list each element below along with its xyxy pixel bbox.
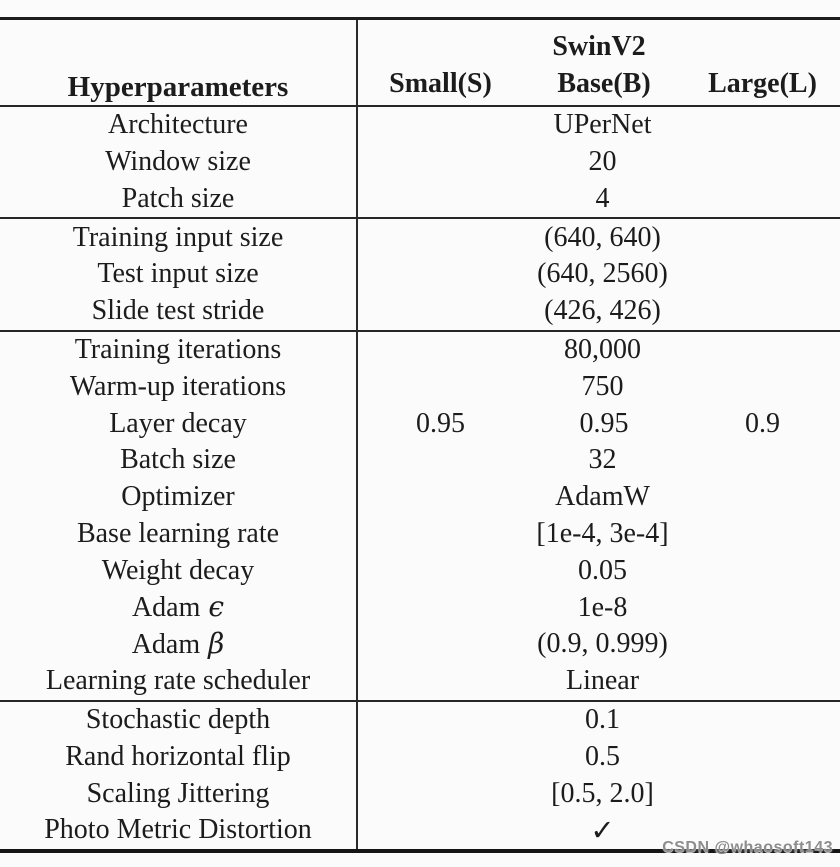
table-row: Stochastic depth 0.1 bbox=[0, 700, 840, 739]
row-label: Architecture bbox=[0, 106, 358, 144]
row-label: Training iterations bbox=[0, 330, 358, 369]
row-label: Photo Metric Distortion bbox=[0, 812, 358, 851]
table-row: Test input size (640, 2560) bbox=[0, 256, 840, 293]
row-value: [1e-4, 3e-4] bbox=[536, 518, 669, 550]
row-label: Adam ϵ bbox=[0, 589, 358, 627]
table-section-optimization: Training iterations 80,000 Warm-up itera… bbox=[0, 330, 840, 701]
row-label: Test input size bbox=[0, 256, 358, 293]
row-value: 4 bbox=[595, 182, 610, 214]
row-value-base: 0.95 bbox=[579, 407, 629, 439]
row-label-text: Adam bbox=[131, 592, 201, 624]
row-label: Base learning rate bbox=[0, 515, 358, 553]
row-label: Scaling Jittering bbox=[0, 775, 358, 813]
header-row-columns: Small(S) Base(B) Large(L) bbox=[0, 64, 840, 106]
row-value: 0.1 bbox=[585, 704, 620, 736]
table-row: Scaling Jittering [0.5, 2.0] bbox=[0, 775, 840, 813]
table-row: Warm-up iterations 750 bbox=[0, 368, 840, 406]
table-row: Patch size 4 bbox=[0, 180, 840, 219]
row-label: Warm-up iterations bbox=[0, 368, 358, 406]
table-row: Weight decay 0.05 bbox=[0, 552, 840, 590]
row-value-small: 0.95 bbox=[416, 407, 465, 439]
row-value: (640, 640) bbox=[544, 221, 661, 253]
row-value: (640, 2560) bbox=[537, 258, 668, 290]
table-row: Training input size (640, 640) bbox=[0, 218, 840, 257]
row-value: 1e-8 bbox=[577, 591, 628, 623]
table-row: Learning rate scheduler Linear bbox=[0, 662, 840, 701]
table-row: Base learning rate [1e-4, 3e-4] bbox=[0, 515, 840, 553]
row-label: Adam β bbox=[0, 626, 358, 663]
row-value: 0.5 bbox=[585, 740, 620, 772]
column-header-large: Large(L) bbox=[708, 68, 817, 100]
row-label: Batch size bbox=[0, 442, 358, 479]
hyperparameters-table: Hyperparameters SwinV2 Small(S) Base(B) … bbox=[0, 17, 840, 853]
row-value: [0.5, 2.0] bbox=[551, 777, 654, 809]
table-row: Optimizer AdamW bbox=[0, 478, 840, 516]
row-label: Stochastic depth bbox=[0, 700, 358, 739]
row-value: (0.9, 0.999) bbox=[537, 628, 668, 660]
row-label: Rand horizontal flip bbox=[0, 738, 358, 776]
row-label: Learning rate scheduler bbox=[0, 662, 358, 701]
row-label: Layer decay bbox=[0, 405, 358, 443]
row-value: AdamW bbox=[555, 481, 650, 513]
table-row-photometric: Photo Metric Distortion ✓ bbox=[0, 812, 840, 851]
table-section-input-sizes: Training input size (640, 640) Test inpu… bbox=[0, 218, 840, 331]
header-row-group: Hyperparameters SwinV2 bbox=[0, 18, 840, 106]
epsilon-symbol: ϵ bbox=[208, 590, 225, 624]
row-label: Window size bbox=[0, 143, 358, 181]
row-label: Slide test stride bbox=[0, 292, 358, 331]
row-value: 80,000 bbox=[564, 334, 641, 366]
checkmark-icon: ✓ bbox=[590, 812, 615, 847]
row-label-text: Adam bbox=[131, 628, 201, 660]
model-group-title: SwinV2 bbox=[552, 30, 646, 62]
table-row: Rand horizontal flip 0.5 bbox=[0, 738, 840, 776]
row-label: Weight decay bbox=[0, 552, 358, 590]
beta-symbol: β bbox=[208, 626, 225, 660]
row-value: 32 bbox=[588, 444, 617, 476]
row-label: Patch size bbox=[0, 180, 358, 219]
table-row: Slide test stride (426, 426) bbox=[0, 292, 840, 331]
column-header-small: Small(S) bbox=[389, 68, 492, 100]
table-section-augmentation: Stochastic depth 0.1 Rand horizontal fli… bbox=[0, 700, 840, 851]
hyperparameters-column-header: Hyperparameters bbox=[0, 18, 358, 106]
row-value: 20 bbox=[588, 146, 617, 178]
table-row: Batch size 32 bbox=[0, 442, 840, 479]
row-label: Optimizer bbox=[0, 478, 358, 516]
table-row: Training iterations 80,000 bbox=[0, 330, 840, 369]
row-value: (426, 426) bbox=[544, 295, 661, 327]
table-section-architecture: Architecture UPerNet Window size 20 Patc… bbox=[0, 106, 840, 219]
table-row-adam-beta: Adam β (0.9, 0.999) bbox=[0, 626, 840, 663]
column-header-base: Base(B) bbox=[557, 68, 651, 100]
row-value: 750 bbox=[581, 370, 624, 402]
csdn-watermark: CSDN @whaosoft143 bbox=[662, 839, 833, 856]
table-row: Architecture UPerNet bbox=[0, 106, 840, 144]
row-label: Training input size bbox=[0, 218, 358, 257]
row-value-large: 0.9 bbox=[745, 407, 780, 439]
table-row-layer-decay: Layer decay 0.95 0.95 0.9 bbox=[0, 405, 840, 443]
table-row: Window size 20 bbox=[0, 143, 840, 181]
row-value: Linear bbox=[565, 665, 640, 697]
row-value: UPerNet bbox=[553, 109, 652, 141]
row-value: 0.05 bbox=[578, 554, 627, 586]
table-row-adam-epsilon: Adam ϵ 1e-8 bbox=[0, 589, 840, 627]
table-header: Hyperparameters SwinV2 Small(S) Base(B) … bbox=[0, 18, 840, 106]
